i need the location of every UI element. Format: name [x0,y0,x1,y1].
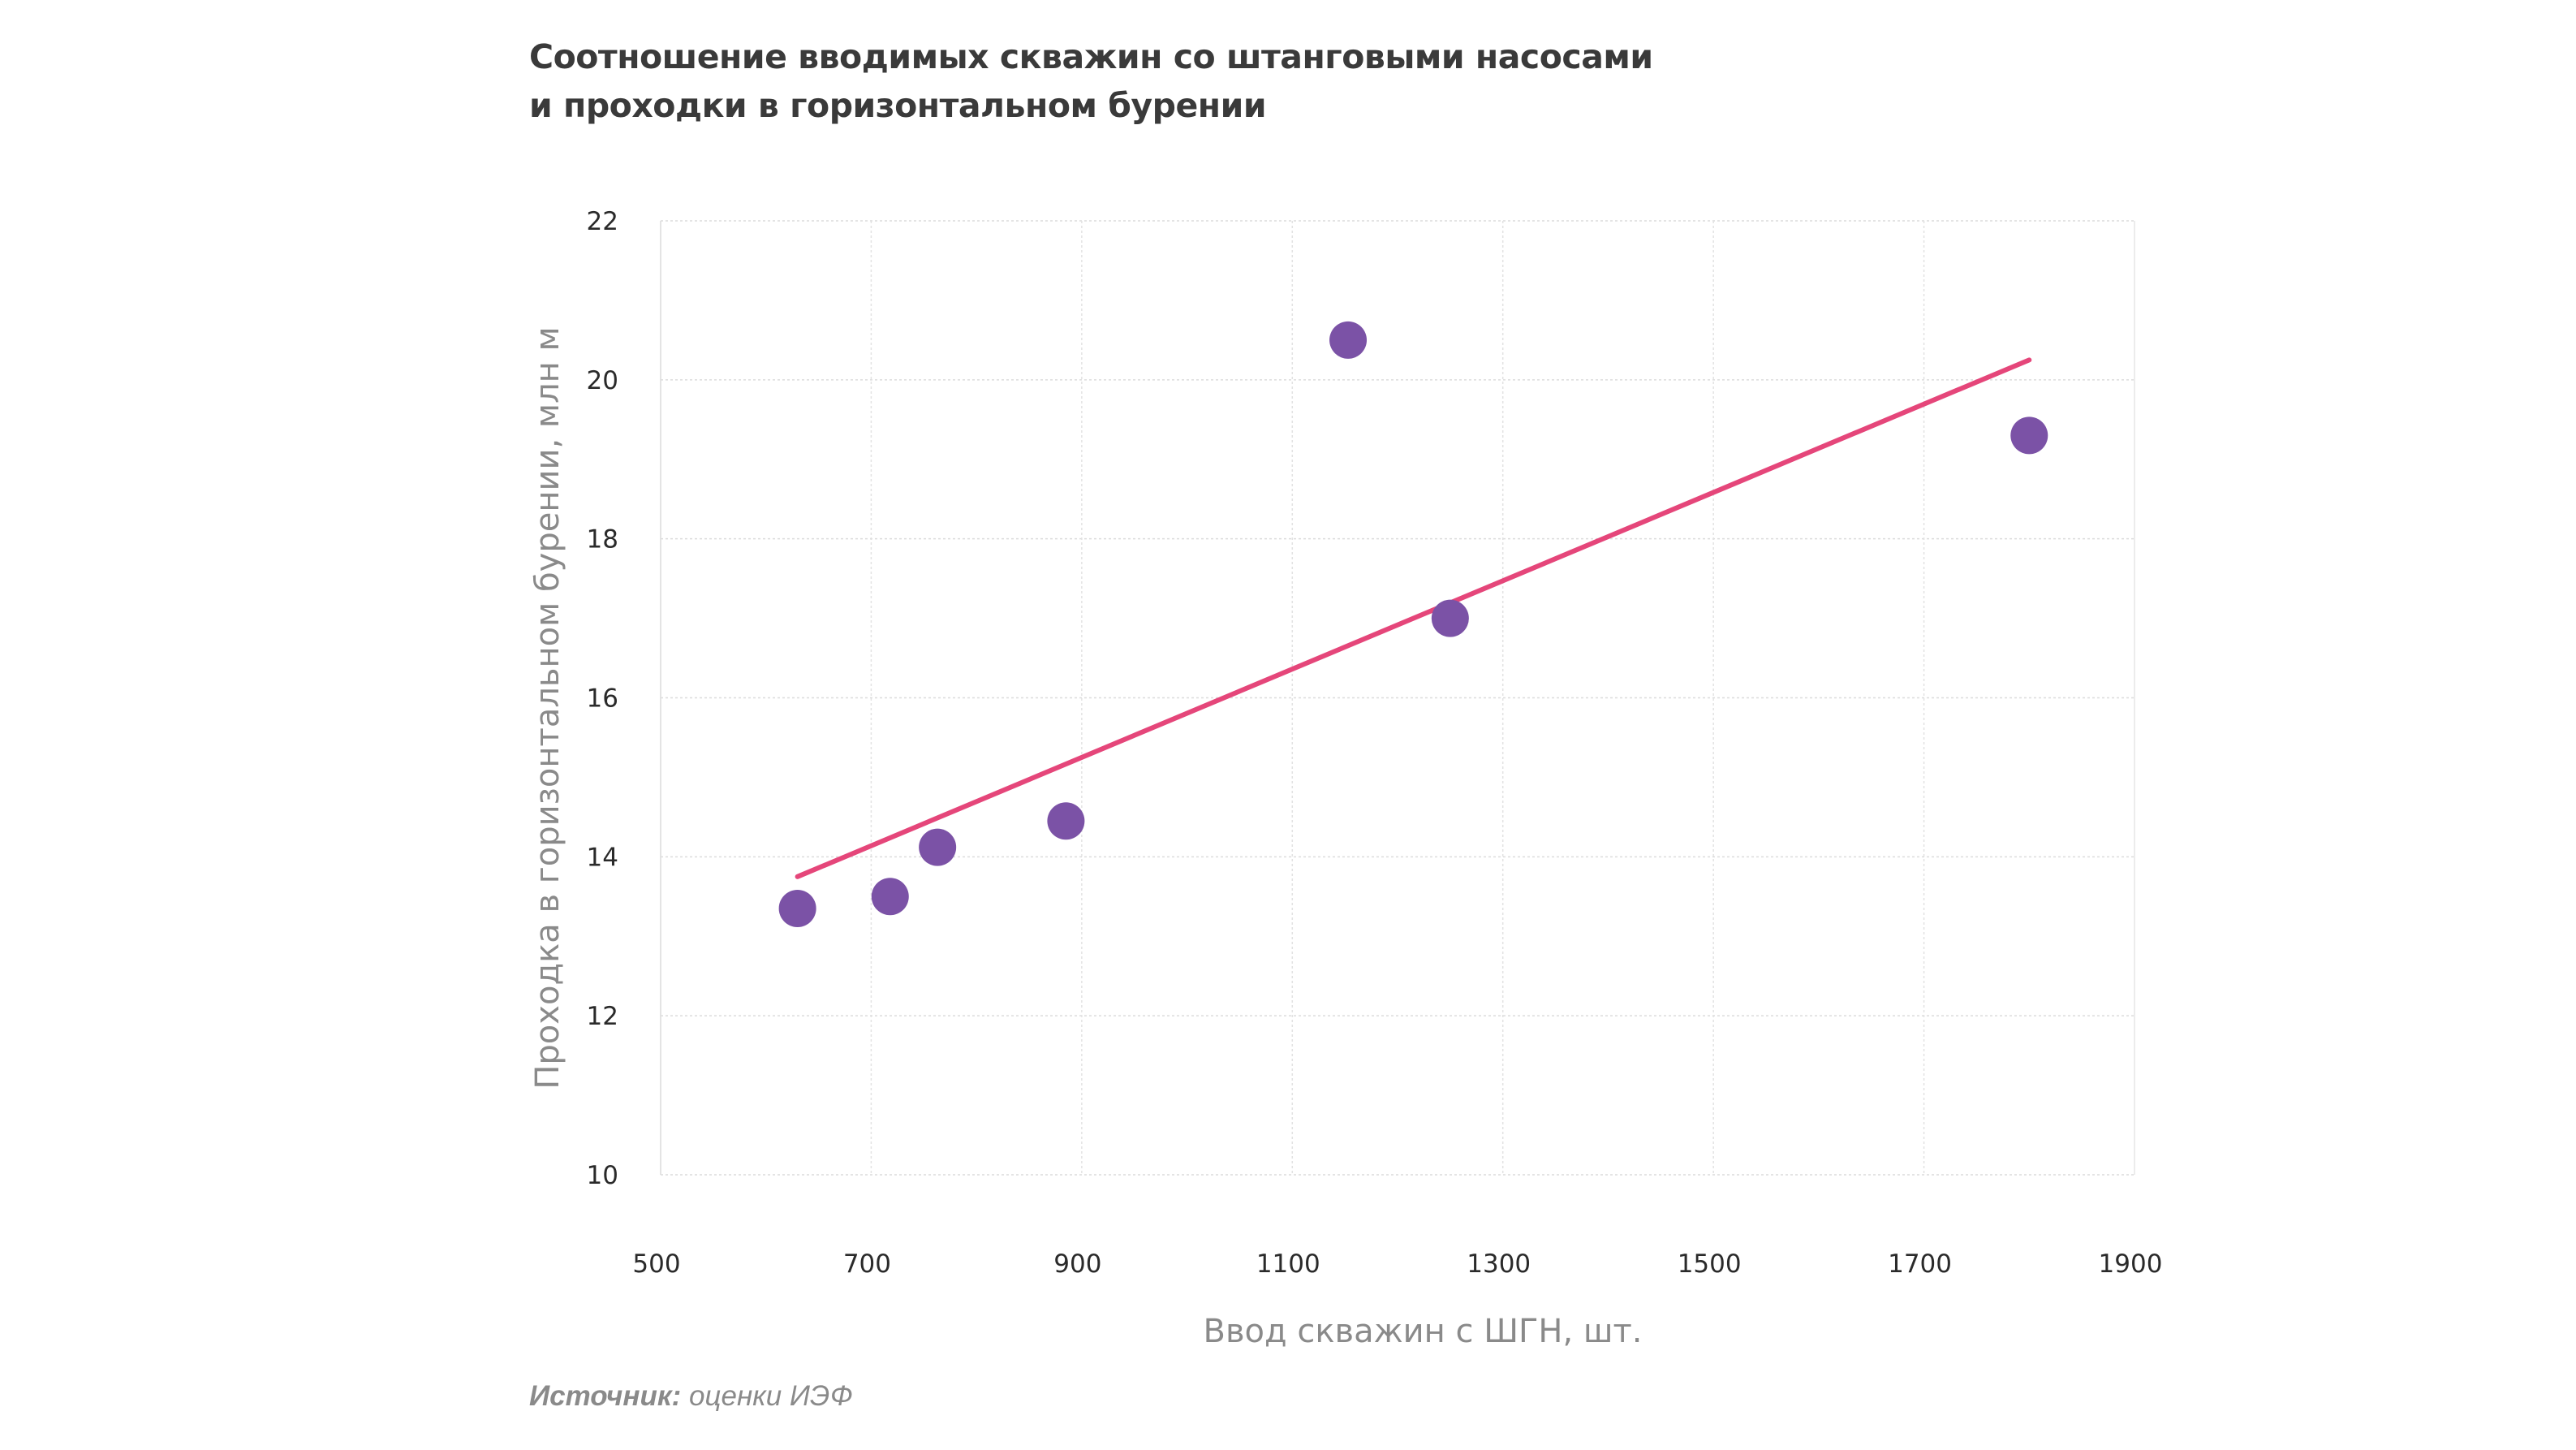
y-axis-ticks: 10 12 14 16 18 20 22 [587,207,618,1190]
x-tick-label: 1700 [1888,1249,1952,1279]
y-axis-label: Проходка в горизонтальном бурении, млн м [529,326,566,1089]
x-tick-label: 1100 [1256,1249,1320,1279]
data-point [1047,802,1085,840]
x-tick-label: 1300 [1467,1249,1531,1279]
x-tick-label: 1500 [1678,1249,1742,1279]
data-point [919,828,957,866]
trendline-group [795,357,2032,879]
x-tick-label: 1900 [2099,1249,2163,1279]
y-tick-label: 14 [587,843,618,872]
chart-title-line-1: Соотношение вводимых скважин со штанговы… [529,37,1653,76]
data-points [778,321,2048,927]
source-text: оценки ИЭФ [689,1380,853,1412]
chart-title: Соотношение вводимых скважин со штанговы… [529,32,1653,130]
chart-title-line-2: и проходки в горизонтальном бурении [529,86,1267,125]
y-tick-label: 22 [587,207,618,236]
data-point [1329,321,1368,359]
y-tick-label: 18 [587,525,618,555]
x-tick-label: 700 [843,1249,891,1279]
source-label: Источник: [529,1380,682,1412]
source-note: Источник: оценки ИЭФ [529,1380,853,1413]
data-point [2010,416,2048,455]
y-tick-label: 20 [587,366,618,395]
x-axis-label: Ввод скважин с ШГН, шт. [1204,1313,1643,1350]
y-tick-label: 12 [587,1002,618,1031]
x-tick-label: 500 [632,1249,680,1279]
x-axis-ticks: 500 700 900 1100 1300 1500 1700 1900 [632,1249,2162,1279]
trendline [795,357,2032,879]
data-point [871,878,909,916]
y-tick-label: 16 [587,684,618,714]
x-tick-label: 900 [1053,1249,1101,1279]
y-tick-label: 10 [587,1161,618,1190]
data-point [1431,599,1469,637]
grid-lines [660,220,2135,1176]
data-point [778,889,816,927]
